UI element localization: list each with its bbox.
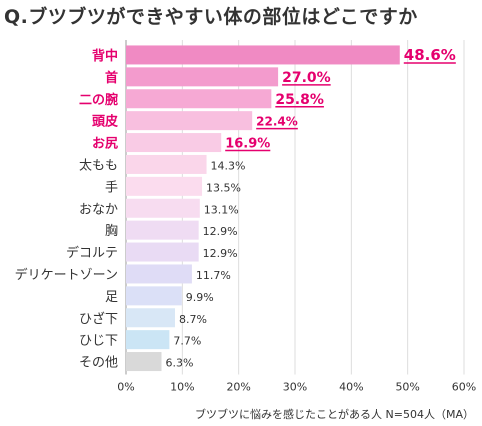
value-label: 48.6%	[404, 46, 456, 64]
bar	[126, 264, 192, 284]
value-label: 12.9%	[203, 225, 238, 238]
value-label: 11.7%	[196, 269, 231, 282]
x-tick-label: 0%	[117, 381, 134, 394]
category-label: 背中	[92, 48, 118, 64]
value-label: 13.5%	[206, 181, 241, 194]
bar	[126, 308, 176, 328]
x-tick-label: 20%	[226, 381, 250, 394]
value-label: 12.9%	[203, 247, 238, 260]
bar	[126, 89, 272, 109]
value-label: 22.4%	[256, 115, 298, 129]
x-tick-label: 10%	[170, 381, 194, 394]
category-label: デコルテ	[66, 245, 118, 261]
bar	[126, 45, 400, 65]
bar	[126, 67, 279, 87]
bar	[126, 352, 162, 372]
bar	[126, 133, 222, 153]
chart-caption: ブツブツに悩みを感じたことがある人 N=504人（MA）	[195, 408, 474, 421]
bar	[126, 220, 199, 240]
category-label: 頭皮	[92, 114, 118, 130]
bar	[126, 176, 203, 196]
category-label: ひじ下	[79, 334, 118, 349]
category-label: 手	[105, 180, 118, 195]
bar	[126, 111, 253, 131]
value-label: 13.1%	[204, 203, 239, 216]
category-label: 首	[105, 70, 118, 86]
value-label: 7.7%	[173, 335, 201, 348]
category-label: その他	[79, 356, 118, 371]
value-label: 8.7%	[179, 313, 207, 326]
value-label: 6.3%	[165, 357, 193, 370]
category-label: お尻	[92, 137, 118, 152]
category-label: おなか	[79, 202, 118, 217]
category-label: 足	[105, 290, 118, 305]
bar	[126, 242, 199, 262]
value-label: 27.0%	[282, 70, 331, 86]
bar	[126, 286, 182, 306]
bar	[126, 154, 207, 174]
x-tick-label: 30%	[283, 381, 307, 394]
x-tick-label: 50%	[395, 381, 419, 394]
bar	[126, 330, 170, 350]
category-label: 胸	[105, 224, 118, 239]
category-label: デリケートゾーン	[15, 267, 118, 283]
category-label: 太もも	[79, 158, 118, 173]
category-label: 二の腕	[79, 92, 118, 108]
x-tick-label: 60%	[452, 381, 476, 394]
bar	[126, 198, 200, 218]
value-label: 14.3%	[211, 159, 246, 172]
value-label: 16.9%	[225, 137, 270, 152]
value-label: 9.9%	[186, 291, 214, 304]
chart-title: Q.ブツブツができやすい体の部位はどこですか	[4, 6, 418, 28]
category-label: ひざ下	[79, 311, 118, 327]
value-label: 25.8%	[275, 92, 324, 108]
x-tick-label: 40%	[339, 381, 363, 394]
